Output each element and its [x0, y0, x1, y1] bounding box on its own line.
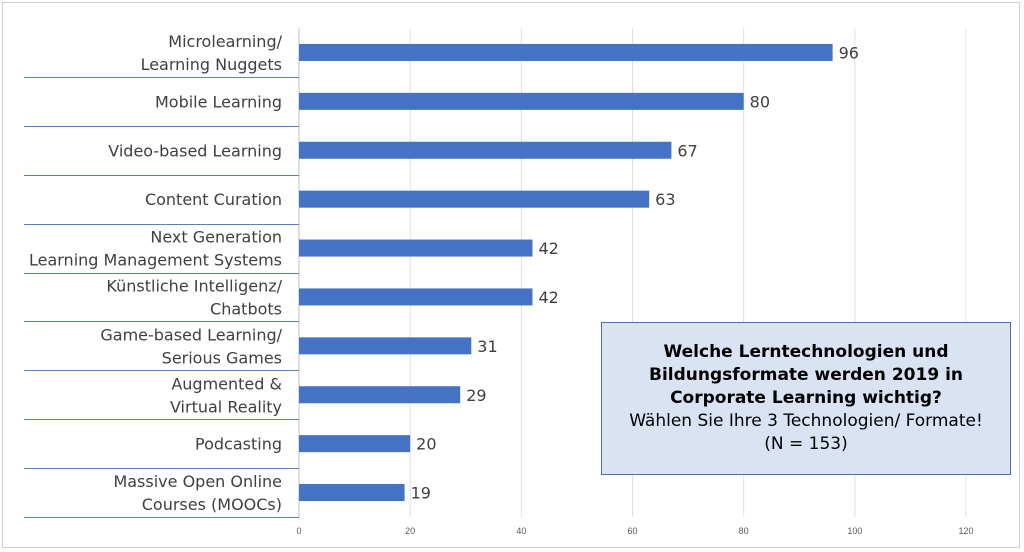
annotation-title-line-2: Bildungsformate werden 2019 in [649, 365, 963, 385]
data-label: 63 [655, 190, 675, 209]
annotation-title-line-1: Welche Lerntechnologien und [663, 342, 949, 362]
category-label: Chatbots [210, 299, 282, 318]
data-label: 42 [538, 288, 558, 307]
data-label: 29 [466, 386, 486, 405]
annotation-instruction: Wählen Sie Ihre 3 Technologien/ Formate! [629, 411, 983, 431]
x-tick-label: 120 [958, 526, 973, 536]
data-label: 31 [477, 337, 497, 356]
category-label: Künstliche Intelligenz/ [106, 276, 282, 295]
x-tick-label: 0 [296, 526, 301, 536]
bar [299, 43, 833, 61]
category-label: Mobile Learning [155, 92, 282, 111]
category-label: Courses (MOOCs) [142, 495, 282, 514]
x-tick-label: 40 [516, 526, 526, 536]
bar [299, 288, 533, 306]
category-label: Content Curation [145, 190, 282, 209]
data-label: 19 [411, 484, 431, 503]
data-label: 42 [538, 239, 558, 258]
annotation-title-line-3: Corporate Learning wichtig? [670, 388, 942, 408]
category-label: Video-based Learning [108, 141, 282, 160]
bar [299, 484, 405, 502]
category-label: Game-based Learning/ [100, 325, 282, 344]
data-label: 20 [416, 435, 436, 454]
category-label: Learning Management Systems [29, 251, 282, 270]
bar [299, 190, 650, 208]
category-label: Microlearning/ [168, 32, 282, 51]
category-label: Massive Open Online [113, 472, 282, 491]
category-label: Serious Games [162, 348, 282, 367]
bar [299, 239, 533, 257]
category-label: Virtual Reality [170, 397, 282, 416]
x-tick-label: 100 [847, 526, 862, 536]
category-label: Augmented & [171, 374, 282, 393]
bar [299, 386, 461, 404]
category-label: Next Generation [150, 228, 282, 247]
data-label: 96 [839, 43, 859, 62]
annotation-sample-size: (N = 153) [764, 434, 848, 454]
bar [299, 92, 744, 110]
annotation-box: Welche Lerntechnologien und Bildungsform… [601, 322, 1011, 475]
x-tick-label: 60 [627, 526, 637, 536]
bar [299, 141, 672, 159]
data-label: 80 [750, 92, 770, 111]
x-tick-label: 80 [739, 526, 749, 536]
category-label: Podcasting [195, 435, 282, 454]
x-tick-label: 20 [405, 526, 415, 536]
bar [299, 435, 411, 453]
bar [299, 337, 472, 355]
data-label: 67 [677, 141, 697, 160]
category-label: Learning Nuggets [141, 55, 282, 74]
